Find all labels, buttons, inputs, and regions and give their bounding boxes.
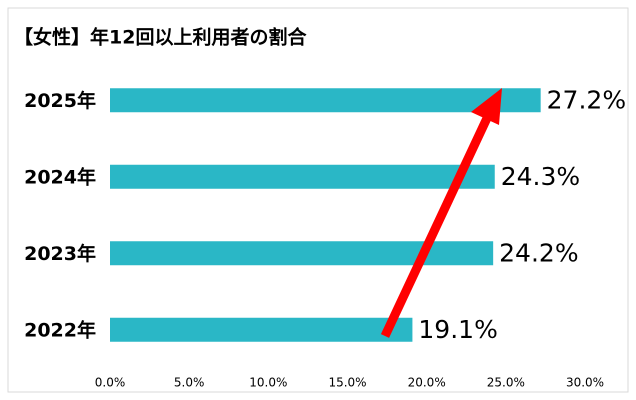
x-tick-label: 0.0% xyxy=(95,376,126,390)
x-tick-label: 30.0% xyxy=(566,376,604,390)
y-tick-label: 2025年 xyxy=(24,89,96,112)
bar xyxy=(110,241,494,266)
value-label: 19.1% xyxy=(418,315,497,344)
x-tick-label: 20.0% xyxy=(408,376,446,390)
value-label: 24.3% xyxy=(501,162,580,191)
x-tick-label: 10.0% xyxy=(249,376,287,390)
bar xyxy=(110,317,413,342)
x-tick-label: 15.0% xyxy=(328,376,366,390)
y-tick-label: 2022年 xyxy=(24,318,96,341)
chart-title: 【女性】年12回以上利用者の割合 xyxy=(14,26,307,49)
y-tick-label: 2024年 xyxy=(24,165,96,188)
bar xyxy=(110,164,495,189)
bar xyxy=(110,88,541,113)
trend-arrow-shaft xyxy=(380,114,493,338)
value-label: 27.2% xyxy=(547,85,626,114)
x-tick-label: 5.0% xyxy=(174,376,205,390)
x-tick-label: 25.0% xyxy=(487,376,525,390)
y-tick-label: 2023年 xyxy=(24,242,96,265)
value-label: 24.2% xyxy=(499,238,578,267)
trend-arrow-head xyxy=(471,88,502,125)
